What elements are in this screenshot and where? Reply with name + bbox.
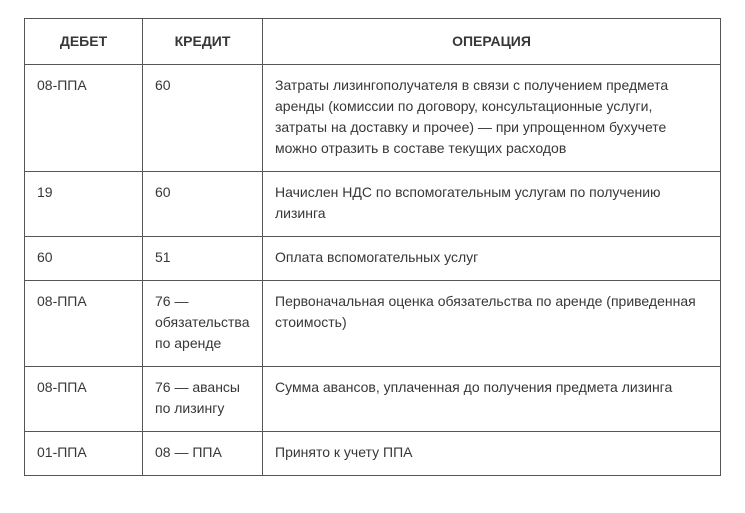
col-header-kredit: КРЕДИТ xyxy=(143,19,263,65)
cell-debet: 08-ППА xyxy=(25,281,143,367)
cell-kredit: 76 — авансы по лизингу xyxy=(143,367,263,432)
cell-debet: 19 xyxy=(25,172,143,237)
cell-debet: 01-ППА xyxy=(25,432,143,476)
table-row: 01-ППА 08 — ППА Принято к учету ППА xyxy=(25,432,721,476)
page: ДЕБЕТ КРЕДИТ ОПЕРАЦИЯ 08-ППА 60 Затраты … xyxy=(0,0,745,504)
table-row: 60 51 Оплата вспомогательных услуг xyxy=(25,237,721,281)
table-header-row: ДЕБЕТ КРЕДИТ ОПЕРАЦИЯ xyxy=(25,19,721,65)
table-row: 08-ППА 60 Затраты лизингополучателя в св… xyxy=(25,65,721,172)
accounting-entries-table: ДЕБЕТ КРЕДИТ ОПЕРАЦИЯ 08-ППА 60 Затраты … xyxy=(24,18,721,476)
cell-op: Сумма авансов, уплаченная до получения п… xyxy=(263,367,721,432)
cell-op: Начислен НДС по вспомогательным услугам … xyxy=(263,172,721,237)
cell-debet: 08-ППА xyxy=(25,65,143,172)
table-row: 08-ППА 76 — обязательства по аренде Перв… xyxy=(25,281,721,367)
cell-kredit: 76 — обязательства по аренде xyxy=(143,281,263,367)
cell-op: Первоначальная оценка обязательства по а… xyxy=(263,281,721,367)
table-header: ДЕБЕТ КРЕДИТ ОПЕРАЦИЯ xyxy=(25,19,721,65)
cell-kredit: 60 xyxy=(143,172,263,237)
cell-op: Оплата вспомогательных услуг xyxy=(263,237,721,281)
table-row: 08-ППА 76 — авансы по лизингу Сумма аван… xyxy=(25,367,721,432)
cell-op: Принято к учету ППА xyxy=(263,432,721,476)
cell-op: Затраты лизингополучателя в связи с полу… xyxy=(263,65,721,172)
table-row: 19 60 Начислен НДС по вспомогательным ус… xyxy=(25,172,721,237)
col-header-debet: ДЕБЕТ xyxy=(25,19,143,65)
cell-kredit: 08 — ППА xyxy=(143,432,263,476)
cell-debet: 60 xyxy=(25,237,143,281)
cell-kredit: 60 xyxy=(143,65,263,172)
table-body: 08-ППА 60 Затраты лизингополучателя в св… xyxy=(25,65,721,476)
cell-kredit: 51 xyxy=(143,237,263,281)
cell-debet: 08-ППА xyxy=(25,367,143,432)
col-header-op: ОПЕРАЦИЯ xyxy=(263,19,721,65)
